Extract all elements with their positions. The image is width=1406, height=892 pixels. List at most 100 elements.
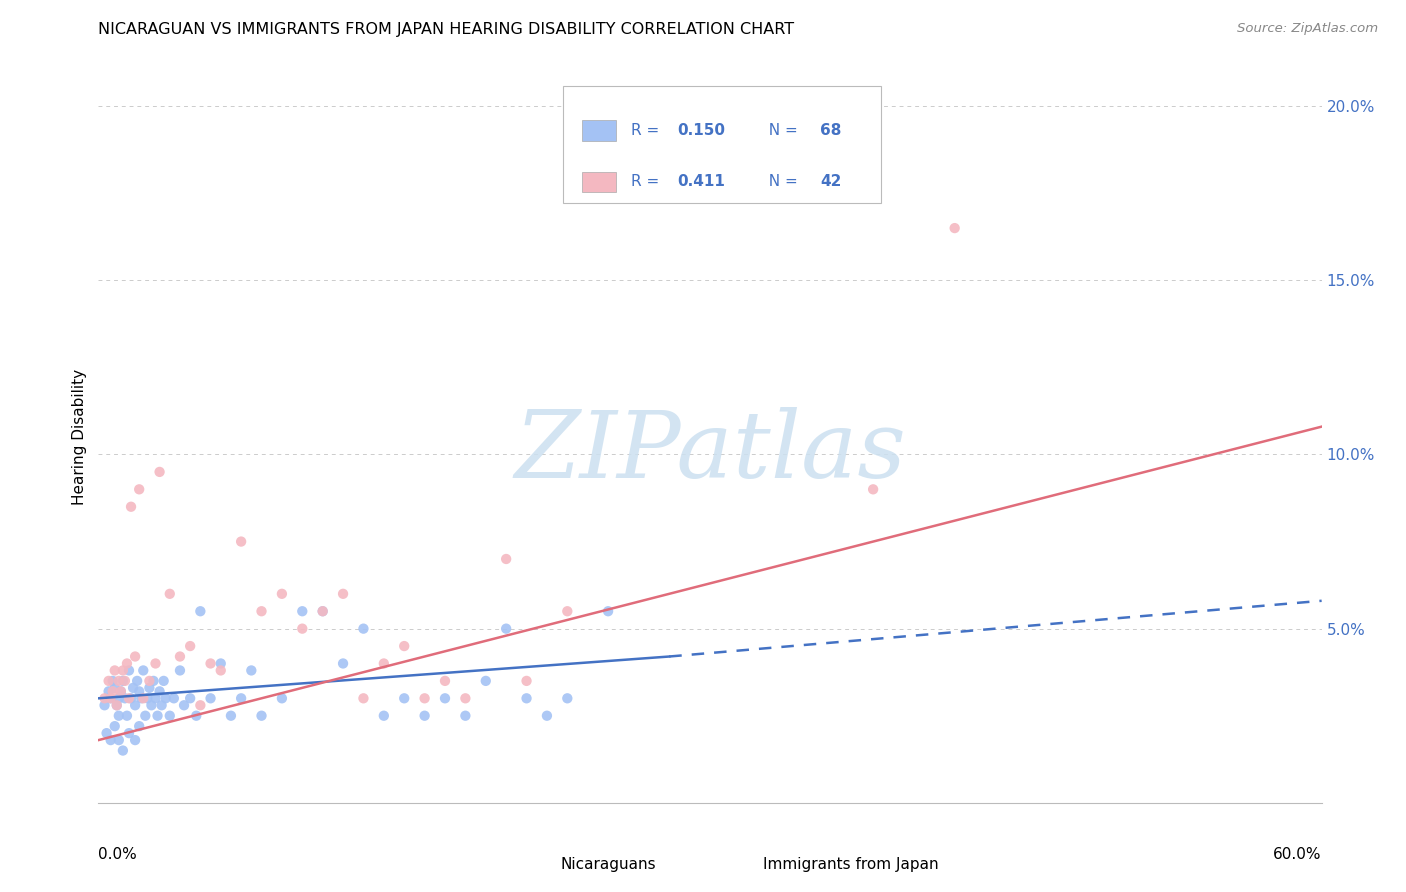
- Text: R =: R =: [630, 175, 664, 189]
- Point: [454, 708, 477, 723]
- Point: [96, 726, 118, 740]
- Text: 0.411: 0.411: [678, 175, 725, 189]
- Point: [128, 483, 150, 497]
- Point: [159, 708, 181, 723]
- Text: Source: ZipAtlas.com: Source: ZipAtlas.com: [1237, 22, 1378, 36]
- Point: [373, 657, 395, 671]
- Point: [142, 673, 165, 688]
- Point: [495, 552, 517, 566]
- Point: [104, 719, 127, 733]
- Point: [100, 691, 122, 706]
- Point: [332, 657, 354, 671]
- Point: [159, 587, 181, 601]
- Point: [219, 708, 242, 723]
- Point: [122, 681, 145, 695]
- Text: 42: 42: [820, 175, 842, 189]
- Point: [152, 673, 174, 688]
- Point: [141, 698, 163, 713]
- Text: R =: R =: [630, 123, 664, 138]
- Point: [231, 691, 253, 706]
- Point: [454, 691, 477, 706]
- Point: [108, 733, 131, 747]
- Point: [138, 673, 160, 688]
- Point: [108, 673, 131, 688]
- Point: [110, 684, 132, 698]
- Point: [413, 708, 436, 723]
- Bar: [582, 120, 616, 141]
- Text: 60.0%: 60.0%: [1274, 847, 1322, 862]
- Point: [200, 657, 222, 671]
- Point: [250, 708, 273, 723]
- Point: [108, 708, 131, 723]
- Point: [598, 604, 620, 618]
- Point: [101, 673, 124, 688]
- Point: [186, 708, 208, 723]
- Point: [352, 691, 374, 706]
- Point: [557, 604, 579, 618]
- Point: [127, 673, 149, 688]
- Point: [136, 691, 159, 706]
- Point: [97, 673, 120, 688]
- Point: [108, 691, 131, 706]
- Point: [110, 684, 132, 698]
- Point: [179, 691, 201, 706]
- Point: [111, 743, 134, 757]
- Text: N =: N =: [759, 175, 803, 189]
- Point: [111, 664, 134, 678]
- Point: [128, 684, 150, 698]
- Point: [200, 691, 222, 706]
- Point: [104, 664, 127, 678]
- Point: [115, 708, 138, 723]
- Point: [132, 691, 155, 706]
- Point: [270, 691, 294, 706]
- Text: 0.0%: 0.0%: [98, 847, 138, 862]
- Point: [145, 691, 167, 706]
- Point: [149, 684, 172, 698]
- Text: ZIPatlas: ZIPatlas: [515, 407, 905, 497]
- Bar: [526, 856, 554, 874]
- Point: [373, 708, 395, 723]
- Point: [150, 698, 173, 713]
- Point: [352, 622, 374, 636]
- Text: Nicaraguans: Nicaraguans: [561, 856, 657, 871]
- Point: [434, 691, 457, 706]
- Point: [128, 719, 150, 733]
- Point: [97, 684, 120, 698]
- Point: [100, 733, 122, 747]
- Point: [101, 684, 124, 698]
- Point: [291, 622, 314, 636]
- Point: [474, 673, 498, 688]
- Point: [138, 681, 160, 695]
- Point: [209, 664, 232, 678]
- Point: [93, 691, 115, 706]
- Point: [516, 673, 538, 688]
- Point: [132, 664, 155, 678]
- Point: [270, 587, 294, 601]
- Bar: [728, 856, 755, 874]
- Point: [434, 673, 457, 688]
- Point: [124, 733, 146, 747]
- Point: [169, 649, 191, 664]
- Point: [100, 691, 122, 706]
- Text: N =: N =: [759, 123, 803, 138]
- Point: [118, 726, 141, 740]
- Point: [146, 708, 169, 723]
- Point: [118, 664, 141, 678]
- Point: [129, 691, 152, 706]
- Point: [163, 691, 186, 706]
- Point: [155, 691, 177, 706]
- Point: [179, 639, 201, 653]
- Point: [557, 691, 579, 706]
- Point: [145, 657, 167, 671]
- Point: [105, 698, 128, 713]
- Point: [312, 604, 335, 618]
- Bar: [582, 172, 616, 192]
- Point: [495, 622, 517, 636]
- Text: 0.150: 0.150: [678, 123, 725, 138]
- Point: [134, 708, 156, 723]
- Text: Immigrants from Japan: Immigrants from Japan: [762, 856, 938, 871]
- Point: [392, 639, 416, 653]
- Point: [114, 673, 136, 688]
- Point: [240, 664, 263, 678]
- Point: [149, 465, 172, 479]
